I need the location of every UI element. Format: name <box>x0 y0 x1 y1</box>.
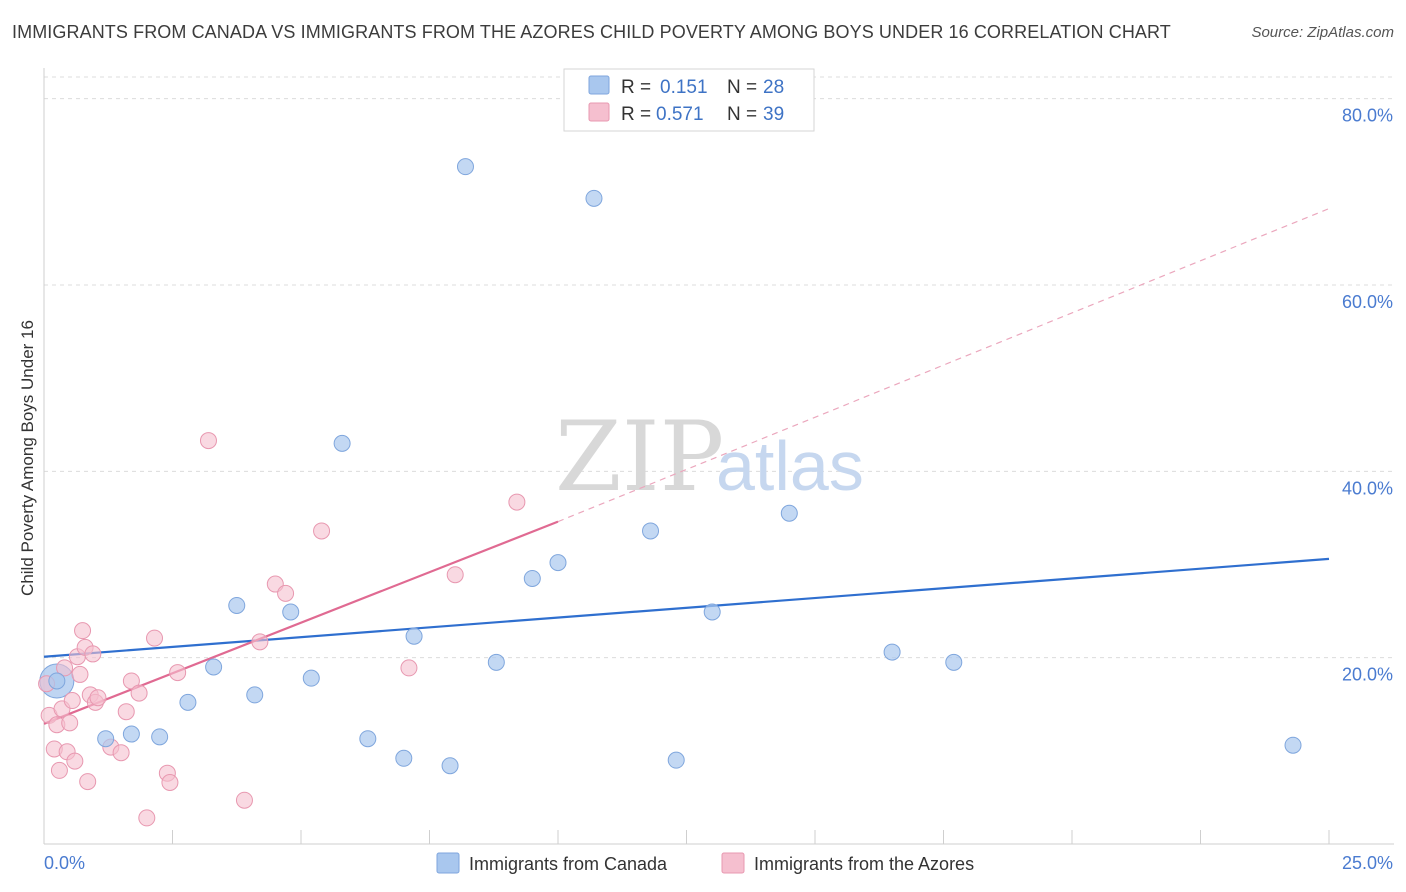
azores-point-15 <box>79 773 97 791</box>
watermark: ZIP atlas <box>555 401 864 513</box>
canada-point-8 <box>282 603 300 621</box>
azores-point-29 <box>169 664 187 682</box>
stats-swatch-azores <box>588 102 610 122</box>
canada-point-12 <box>395 749 413 767</box>
azores-point-10 <box>66 752 84 770</box>
stats-n-value-canada: 28 <box>763 77 784 98</box>
azores-point-19 <box>89 689 107 707</box>
canada-point-16 <box>487 653 505 671</box>
legend-swatch-azores <box>721 852 745 874</box>
canada-point-14 <box>441 757 459 775</box>
canada-point-6 <box>228 596 246 614</box>
canada-point-20 <box>642 522 660 540</box>
azores-point-9 <box>63 692 81 710</box>
azores-point-4 <box>50 761 68 779</box>
canada-point-0 <box>48 672 66 690</box>
canada-point-2 <box>122 725 140 743</box>
canada-point-23 <box>780 504 798 522</box>
azores-point-32 <box>251 633 269 651</box>
legend-swatch-canada <box>436 852 460 874</box>
legend-label-azores: Immigrants from the Azores <box>754 854 974 874</box>
x-tick-label-min: 0.0% <box>44 853 85 873</box>
azores-point-26 <box>146 629 164 647</box>
azores-point-24 <box>130 684 148 702</box>
azores-point-36 <box>400 659 418 677</box>
azores-point-37 <box>446 566 464 584</box>
canada-point-15 <box>456 158 474 176</box>
canada-point-5 <box>205 658 223 676</box>
y-tick-label-1: 40.0% <box>1342 478 1393 498</box>
stats-legend: R = 0.151 N = 28 R = 0.571 N = 39 <box>563 68 815 132</box>
azores-point-23 <box>122 672 140 690</box>
canada-point-11 <box>359 730 377 748</box>
canada-point-17 <box>523 569 541 587</box>
canada-point-10 <box>333 434 351 452</box>
stats-swatch-canada <box>588 75 610 95</box>
stats-r-value-canada: 0.151 <box>660 77 708 98</box>
chart-title: IMMIGRANTS FROM CANADA VS IMMIGRANTS FRO… <box>12 22 1171 42</box>
canada-point-9 <box>302 669 320 687</box>
canada-point-26 <box>1284 736 1302 754</box>
canada-point-7 <box>246 686 264 704</box>
azores-point-28 <box>161 774 179 792</box>
stats-r-label-canada: R = <box>621 77 651 98</box>
canada-point-19 <box>585 189 603 207</box>
azores-point-21 <box>112 744 130 762</box>
azores-point-13 <box>74 622 92 640</box>
watermark-zip: ZIP <box>555 401 724 513</box>
azores-trend-line <box>43 520 559 725</box>
azores-point-17 <box>84 645 102 663</box>
canada-point-25 <box>945 653 963 671</box>
x-tick-label-max: 25.0% <box>1342 853 1393 873</box>
stats-r-label-azores: R = <box>621 104 651 125</box>
series-legend: Immigrants from Canada Immigrants from t… <box>436 852 974 874</box>
stats-r-value-azores: 0.571 <box>656 104 704 125</box>
canada-point-18 <box>549 554 567 572</box>
azores-point-22 <box>117 703 135 721</box>
stats-n-label-canada: N = <box>727 77 757 98</box>
y-tick-label-3: 80.0% <box>1342 106 1393 126</box>
azores-point-35 <box>313 522 331 540</box>
azores-point-38 <box>508 493 526 511</box>
azores-point-34 <box>277 584 295 602</box>
canada-point-13 <box>405 627 423 645</box>
canada-point-24 <box>883 643 901 661</box>
y-tick-label-0: 20.0% <box>1342 665 1393 685</box>
azores-point-25 <box>138 809 156 827</box>
source-label: Source: ZipAtlas.com <box>1251 24 1394 41</box>
stats-n-label-azores: N = <box>727 104 757 125</box>
watermark-atlas: atlas <box>716 427 864 505</box>
gridlines <box>44 76 1394 659</box>
y-tick-label-2: 60.0% <box>1342 292 1393 312</box>
canada-point-3 <box>151 728 169 746</box>
stats-n-value-azores: 39 <box>763 104 784 125</box>
azores-trend-extension <box>557 208 1330 523</box>
legend-label-canada: Immigrants from Canada <box>469 854 668 874</box>
canada-point-1 <box>97 730 115 748</box>
azores-point-6 <box>56 659 74 677</box>
canada-point-22 <box>703 603 721 621</box>
canada-point-21 <box>667 751 685 769</box>
y-tick-labels: 20.0% 40.0% 60.0% 80.0% <box>1342 106 1393 685</box>
x-ticks <box>172 830 1330 844</box>
canada-point-4 <box>179 693 197 711</box>
azores-point-12 <box>71 665 89 683</box>
azores-point-8 <box>61 714 79 732</box>
data-points <box>38 158 1302 827</box>
azores-point-30 <box>199 432 217 450</box>
azores-point-31 <box>235 791 253 809</box>
